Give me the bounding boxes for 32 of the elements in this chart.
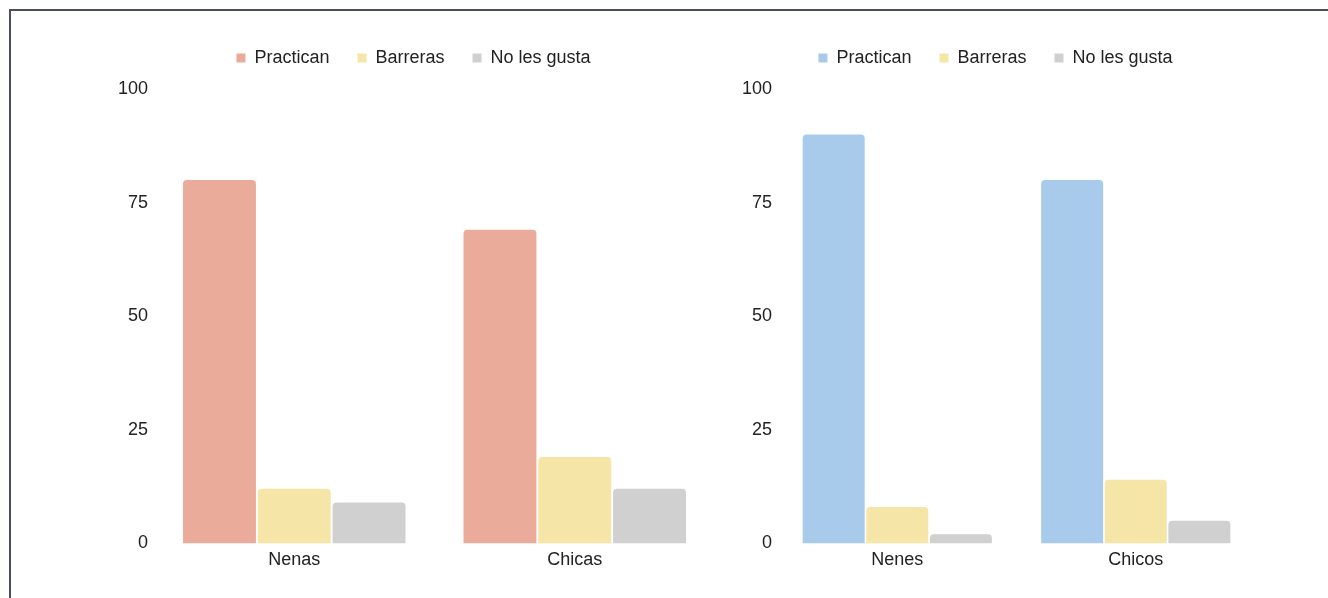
- bar: [1041, 179, 1104, 544]
- legend-label: Practican: [836, 46, 912, 67]
- bar: [929, 534, 992, 544]
- bar: [257, 488, 331, 544]
- y-tick-label: 0: [762, 532, 773, 553]
- y-tick-label: 75: [752, 191, 773, 212]
- legend-label: Barreras: [957, 46, 1027, 67]
- y-tick-label: 100: [741, 77, 773, 98]
- bar: [332, 502, 406, 544]
- x-tick-label: Chicas: [547, 549, 603, 570]
- y-tick-label: 50: [752, 305, 773, 326]
- bar: [802, 134, 865, 544]
- legend-label: Practican: [254, 46, 330, 67]
- bar: [1168, 520, 1231, 544]
- x-tick-label: Nenes: [871, 549, 924, 570]
- legend-label: No les gusta: [1072, 46, 1174, 67]
- x-tick-label: Chicos: [1108, 549, 1164, 570]
- y-tick-label: 50: [128, 305, 149, 326]
- legend-label: Barreras: [375, 46, 445, 67]
- y-tick-label: 75: [128, 191, 149, 212]
- y-tick-label: 0: [138, 532, 149, 553]
- y-tick-label: 25: [752, 418, 773, 439]
- x-tick-label: Nenas: [268, 549, 321, 570]
- bar: [538, 457, 612, 544]
- bar: [613, 488, 687, 544]
- y-tick-label: 100: [117, 77, 149, 98]
- bar: [183, 179, 256, 544]
- bar: [866, 507, 929, 544]
- y-tick-label: 25: [128, 418, 149, 439]
- legend-label: No les gusta: [490, 46, 592, 67]
- bar: [1104, 479, 1167, 544]
- bar: [463, 229, 537, 544]
